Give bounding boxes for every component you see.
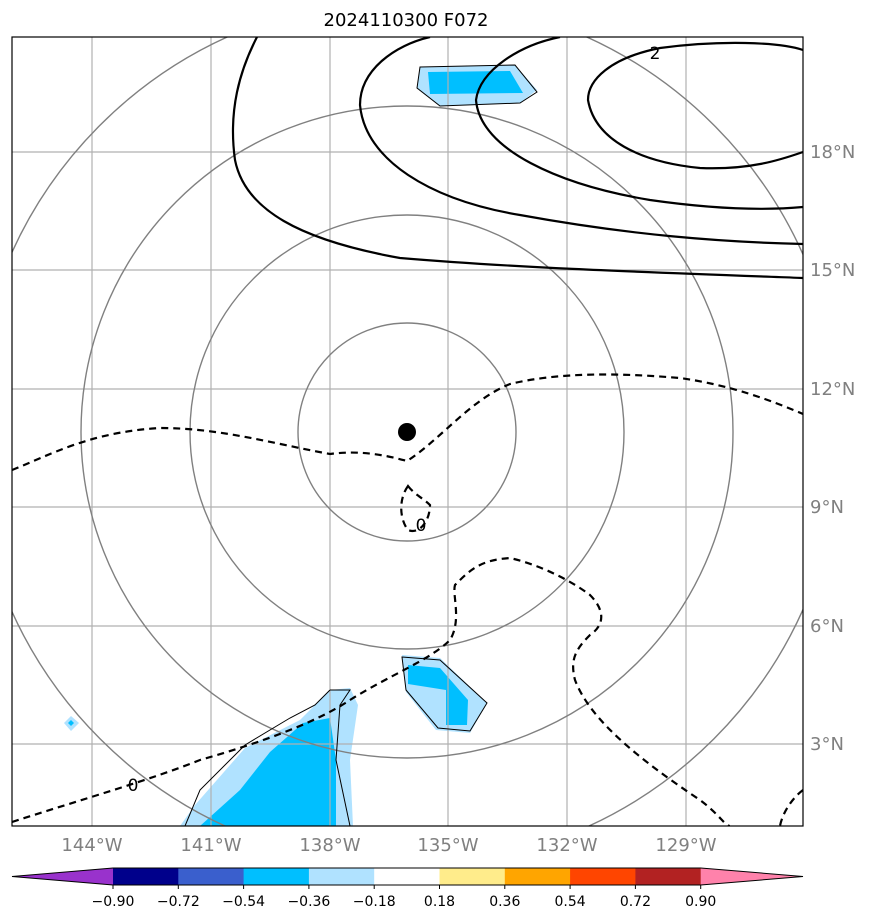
lat-label: 12°N	[810, 379, 855, 400]
colorbar-extend-min	[12, 868, 113, 885]
contour-pos-1	[231, 37, 803, 280]
contour-label-top: 2	[650, 44, 661, 64]
contour-pos-4	[586, 41, 803, 170]
lon-label: 138°W	[299, 835, 360, 856]
lon-label: 129°W	[655, 835, 716, 856]
gridlines	[12, 37, 803, 826]
colorbar-bin	[243, 868, 310, 885]
colorbar-tick-label: 0.90	[685, 894, 716, 910]
outline-south-b	[184, 689, 331, 826]
fill-outlines	[184, 64, 538, 826]
range-ring-2	[189, 214, 625, 650]
colorbar-tick-label: 0.18	[424, 894, 455, 910]
chart-title: 2024110300 F072	[324, 10, 489, 31]
storm-center-marker	[398, 423, 416, 441]
lon-label: 135°W	[417, 835, 478, 856]
range-ring-4	[12, 37, 803, 826]
fill-region-north	[428, 71, 523, 94]
zero-contours	[12, 373, 803, 826]
lon-label: 141°W	[180, 835, 241, 856]
contour-label-bottom: 0	[128, 776, 139, 796]
colorbar-bin	[570, 868, 636, 885]
colorbar-tick-label: 0.54	[555, 894, 586, 910]
colorbar-tick-label: −0.72	[157, 894, 200, 910]
colorbar-bin	[504, 868, 571, 885]
colorbar-bin	[308, 868, 375, 885]
map-frame	[11, 36, 804, 827]
contour-zero-2	[400, 484, 432, 533]
lat-labels: 18°N 15°N 12°N 9°N 6°N 3°N	[810, 142, 855, 755]
lat-label: 18°N	[810, 142, 855, 163]
outline-north	[416, 64, 538, 107]
contour-zero-4	[778, 789, 803, 826]
range-ring-1	[297, 322, 517, 542]
contour-pos-3	[474, 37, 803, 210]
colorbar-tick-label: −0.36	[287, 894, 330, 910]
fill-region-mid	[408, 665, 468, 725]
map-area	[12, 37, 803, 826]
positive-contours	[231, 37, 803, 280]
lat-label: 15°N	[810, 260, 855, 281]
colorbar-bin	[374, 868, 440, 885]
lon-label: 132°W	[536, 835, 597, 856]
lat-label: 9°N	[810, 497, 844, 518]
contour-pos-2	[358, 37, 803, 246]
colorbar-bin	[635, 868, 702, 885]
colorbar-bin	[439, 868, 506, 885]
colorbar-bin	[113, 868, 179, 885]
colorbar-tick-label: 0.72	[620, 894, 651, 910]
lon-label: 144°W	[61, 835, 122, 856]
range-ring-3	[80, 105, 734, 759]
colorbar-extend-max	[700, 868, 803, 885]
colorbar-bin	[178, 868, 245, 885]
colorbar-tick-label: −0.54	[222, 894, 265, 910]
contour-zero-3	[12, 556, 731, 826]
lat-label: 3°N	[810, 734, 844, 755]
colorbar-tick-label: −0.90	[92, 894, 135, 910]
colorbar-tick-label: −0.18	[353, 894, 396, 910]
filled-regions	[64, 65, 537, 826]
outline-mid	[401, 656, 488, 732]
fill-region-south	[200, 718, 336, 826]
contour-label-center: 0	[416, 516, 427, 536]
range-rings	[12, 37, 803, 826]
lon-labels: 144°W 141°W 138°W 135°W 132°W 129°W	[61, 835, 716, 856]
lat-label: 6°N	[810, 616, 844, 637]
colorbar: −0.90 −0.72 −0.54 −0.36 −0.18 0.18 0.36 0.54 0.7…	[11, 867, 804, 910]
fill-region-west	[68, 720, 74, 726]
colorbar-tick-label: 0.36	[489, 894, 520, 910]
